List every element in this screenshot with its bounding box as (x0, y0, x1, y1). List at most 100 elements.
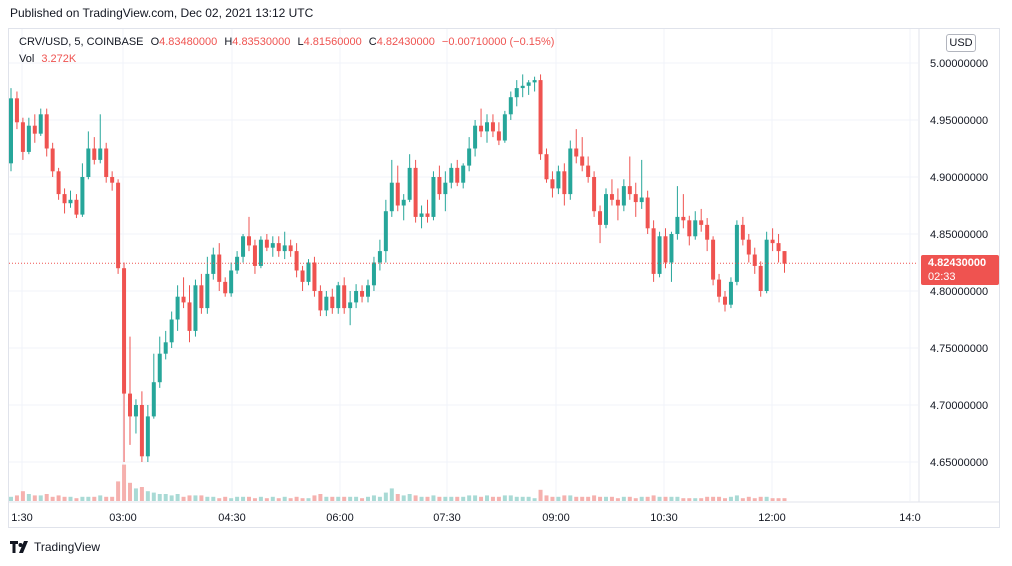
price-tick-label: 4.75000000 (930, 343, 988, 355)
volume-bar (14, 495, 19, 501)
volume-bar (407, 494, 412, 501)
candle-body (38, 114, 43, 134)
legend-close: C4.82430000 (368, 36, 435, 48)
volume-bar (717, 496, 722, 501)
candle-body (508, 97, 513, 115)
tradingview-logo[interactable]: TradingView (10, 540, 100, 554)
candle-body (639, 197, 644, 203)
candle-body (598, 211, 603, 225)
candle-body (110, 177, 115, 183)
candle-body (389, 182, 394, 212)
volume-bar (235, 496, 240, 501)
volume-bar (229, 498, 234, 501)
candle-body (401, 199, 406, 206)
time-tick-label: 10:30 (650, 512, 678, 524)
candle-body (473, 125, 478, 149)
candle-body (92, 148, 97, 160)
candle-body (98, 148, 103, 160)
candle-body (645, 197, 650, 229)
candle-body (782, 251, 787, 264)
candle-body (32, 125, 37, 134)
candle-body (145, 416, 150, 457)
volume-bar (377, 496, 382, 501)
candle-body (354, 291, 359, 303)
volume-bar (455, 496, 460, 501)
volume-bar (639, 496, 644, 501)
volume-bar (467, 495, 472, 501)
volume-bar (56, 495, 61, 501)
legend-low: L4.81560000 (297, 36, 362, 48)
time-tick-label: 07:30 (433, 512, 461, 524)
candle-body (163, 342, 168, 354)
volume-bar (645, 496, 650, 501)
price-axis[interactable]: 5.00000000 4.95000000 4.90000000 4.85000000… (930, 58, 988, 469)
volume-bar (68, 496, 73, 501)
volume-bar (342, 496, 347, 501)
time-axis[interactable]: 1:30 03:00 04:30 06:00 07:30 09:00 10:30 12:00 1… (11, 512, 920, 524)
time-tick-label: 1:30 (11, 512, 32, 524)
candle-body (300, 270, 305, 282)
volume-bar (663, 496, 668, 501)
candle-body (490, 122, 495, 132)
published-caption: Published on TradingView.com, Dec 02, 20… (10, 6, 314, 20)
candle-body (526, 82, 531, 86)
volume-bar (752, 498, 757, 501)
volume-bar (175, 494, 180, 501)
candle-body (241, 236, 246, 257)
candle-body (157, 353, 162, 383)
volume-bar (74, 498, 79, 501)
volume-bar (252, 498, 257, 501)
candle-body (247, 236, 251, 246)
bar-countdown: 02:33 (928, 271, 956, 283)
volume-bar (496, 496, 501, 501)
candle-body (705, 224, 710, 240)
candle-body (562, 171, 567, 195)
volume-bar (50, 496, 55, 501)
volume-bar (401, 495, 406, 501)
candle-body (520, 85, 525, 89)
price-tick-label: 5.00000000 (930, 58, 988, 70)
candle-body (580, 156, 585, 166)
candle-body (330, 296, 335, 309)
volume-bar (300, 498, 305, 501)
candle-body (318, 291, 323, 311)
legend-vol-value: 3.272K (41, 53, 77, 65)
volume-bar (604, 496, 608, 501)
candle-body (740, 224, 745, 240)
volume-bar (574, 496, 579, 501)
volume-bar (288, 498, 293, 501)
candle-body (366, 285, 370, 297)
candle-body (217, 254, 222, 282)
volume-bar (490, 496, 495, 501)
candle-body (229, 270, 234, 294)
volume-bar (473, 495, 478, 501)
candle-body (56, 171, 61, 195)
volume-bar (110, 496, 115, 501)
volume-bar (205, 496, 210, 501)
volume-bar (44, 494, 49, 501)
volume-bar (199, 495, 204, 501)
volume-bar (705, 496, 710, 501)
candle-body (360, 291, 365, 297)
candle-body (443, 182, 448, 195)
price-tick-label: 4.85000000 (930, 229, 988, 241)
candle-body (544, 154, 549, 180)
candle-body (26, 125, 31, 152)
candle-body (627, 186, 632, 195)
volume-bar (383, 492, 388, 501)
candle-body (294, 251, 299, 271)
volume-bar (258, 496, 263, 501)
currency-button[interactable]: USD (946, 34, 976, 52)
candle-body (693, 220, 698, 237)
candle-body (592, 177, 597, 212)
volume-bar (145, 491, 150, 501)
candle-body (669, 234, 674, 263)
price-tick-label: 4.80000000 (930, 286, 988, 298)
candle-body (383, 211, 388, 252)
candle-body (431, 177, 436, 217)
volume-bar (395, 494, 400, 501)
candle-body (419, 213, 424, 217)
candle-body (728, 281, 733, 305)
candle-body (128, 393, 132, 417)
